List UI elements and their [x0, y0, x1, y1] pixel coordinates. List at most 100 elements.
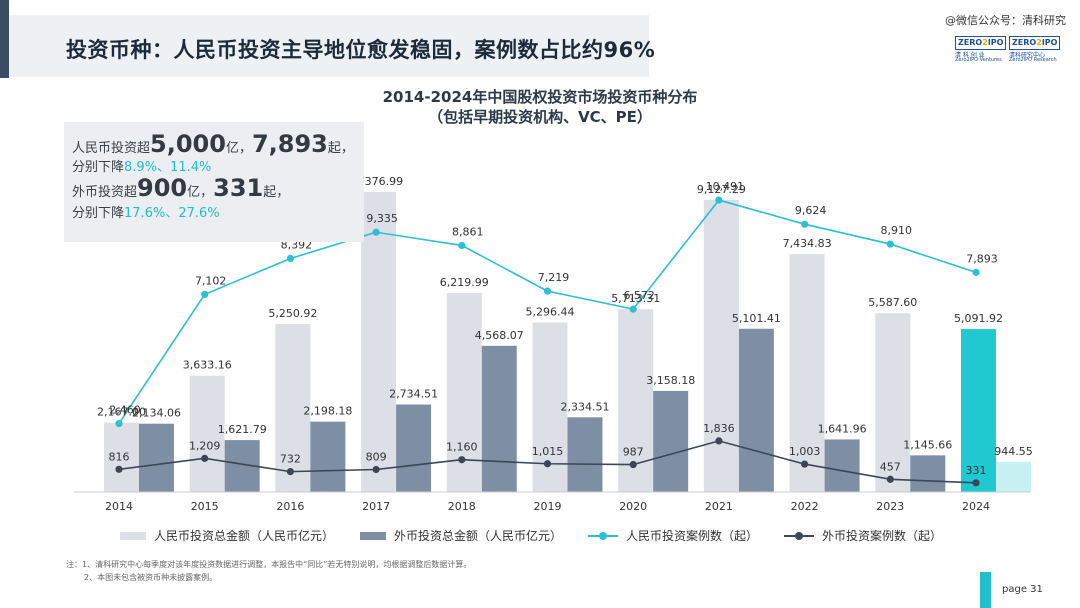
legend-fx-amount: 外币投资总金额（人民币亿元）: [360, 527, 562, 544]
label-rmb-amount-2017: 9,376.99: [354, 175, 403, 188]
rmb-count-point-2022: [801, 220, 809, 228]
title-band: [9, 15, 649, 77]
label-rmb-amount-2015: 3,633.16: [183, 359, 232, 372]
fx-count-point-2019: [543, 460, 552, 468]
label-fx-amount-2017: 2,734.51: [389, 387, 438, 400]
page-accent-bar: [980, 572, 991, 608]
bar-fx-amount-2024: [996, 461, 1031, 492]
logo-sub-left: Zero2IPO Ventures: [955, 57, 1002, 63]
label-fx-count-2019: 1,015: [532, 445, 564, 458]
label-fx-count-2014: 816: [109, 450, 130, 463]
fx-count-point-2018: [458, 456, 466, 464]
callout-rmb-change: 分别下降8.9%、11.4%: [72, 160, 212, 175]
legend-fx-count: 外币投资案例数（起）: [784, 527, 942, 544]
label-fx-count-2024: 331: [966, 464, 987, 477]
footnote-2: 2、本图未包含被资币种未披露案例。: [84, 573, 218, 582]
label-fx-count-2016: 732: [280, 453, 301, 466]
bar-fx-amount-2017: [396, 404, 432, 492]
bar-fx-amount-2021: [738, 328, 774, 492]
bar-fx-amount-2020: [653, 390, 689, 492]
label-rmb-count-2015: 7,102: [195, 274, 227, 287]
rmb-count-point-2014: [115, 419, 123, 428]
rmb-count-point-2018: [458, 241, 466, 250]
x-tick-2022: 2022: [791, 500, 819, 513]
label-rmb-count-2019: 7,219: [538, 271, 570, 284]
label-rmb-amount-2014: 2,167.00: [97, 406, 146, 419]
logo-zero-right: ZERO2IPO: [1009, 36, 1061, 50]
x-tick-2017: 2017: [362, 500, 390, 513]
page-number: page 31: [1002, 584, 1043, 595]
title-accent-bar: [0, 0, 9, 78]
fx-count-point-2022: [801, 460, 809, 468]
fx-count-point-2021: [715, 437, 723, 445]
callout-fx-line: 外币投资超900亿，331起，: [72, 174, 290, 202]
bar-rmb-amount-2017: [361, 191, 397, 492]
label-fx-amount-2020: 3,158.18: [646, 374, 695, 387]
label-fx-amount-2014: 2,134.06: [132, 407, 181, 420]
legend-rmb-amount: 人民币投资总金额（人民币亿元）: [120, 527, 334, 544]
label-rmb-amount-2020: 5,713.31: [611, 292, 660, 305]
label-rmb-count-2022: 9,624: [795, 204, 827, 217]
label-fx-amount-2021: 5,101.41: [732, 312, 781, 325]
rmb-count-point-2021: [715, 196, 723, 204]
bar-fx-amount-2023: [910, 455, 946, 492]
x-tick-2024: 2024: [962, 500, 990, 513]
x-tick-2016: 2016: [276, 500, 304, 513]
fx-count-point-2016: [286, 468, 294, 476]
bar-rmb-amount-2014: [104, 422, 139, 492]
label-rmb-amount-2016: 5,250.92: [268, 307, 317, 320]
label-fx-amount-2018: 4,568.07: [475, 329, 524, 342]
label-fx-count-2022: 1,003: [789, 445, 821, 458]
label-fx-count-2021: 1,836: [703, 422, 735, 435]
label-fx-amount-2016: 2,198.18: [303, 405, 352, 418]
fx-count-point-2015: [201, 454, 209, 462]
label-fx-count-2023: 457: [880, 460, 901, 473]
rmb-count-point-2015: [201, 290, 209, 298]
label-rmb-amount-2019: 5,296.44: [526, 306, 575, 319]
rmb-count-point-2019: [543, 287, 552, 295]
label-fx-amount-2019: 2,334.51: [561, 400, 610, 413]
x-tick-2021: 2021: [705, 500, 733, 513]
footnote-1: 注：1、清科研究中心每季度对该年度投资数据进行调整，本报告中“同比”若无特别说明…: [66, 560, 472, 569]
label-fx-amount-2022: 1,641.96: [818, 422, 867, 435]
legend-rmb-count: 人民币投资案例数（起）: [588, 527, 758, 544]
label-rmb-count-2021: 10,491: [706, 180, 745, 193]
rmb-count-point-2023: [886, 240, 894, 248]
fx-count-point-2020: [629, 460, 637, 469]
chart-legend: 人民币投资总金额（人民币亿元） 外币投资总金额（人民币亿元） 人民币投资案例数（…: [120, 527, 968, 544]
bar-fx-amount-2022: [824, 439, 860, 492]
logo-sub-right: Zero2IPO Research: [1009, 57, 1057, 63]
label-rmb-count-2017: 9,335: [366, 212, 398, 225]
bar-rmb-amount-2021: [703, 199, 739, 492]
fx-count-point-2017: [372, 465, 380, 474]
label-fx-count-2018: 1,160: [446, 441, 478, 454]
label-rmb-count-2018: 8,861: [452, 225, 484, 238]
x-tick-2020: 2020: [619, 500, 647, 513]
fx-count-point-2023: [886, 475, 894, 483]
bar-fx-amount-2018: [481, 345, 517, 492]
bar-rmb-amount-2020: [618, 309, 654, 492]
rmb-count-point-2017: [372, 228, 380, 236]
label-fx-amount-2023: 1,145.66: [903, 438, 952, 451]
label-rmb-amount-2022: 7,434.83: [783, 237, 832, 250]
label-rmb-count-2020: 6,572: [623, 289, 655, 302]
x-tick-2018: 2018: [448, 500, 476, 513]
label-fx-amount-2015: 1,621.79: [218, 423, 267, 436]
callout-fx-change: 分别下降17.6%、27.6%: [72, 206, 220, 221]
watermark-text: @微信公众号：清科研究: [945, 14, 1066, 27]
x-tick-2019: 2019: [534, 500, 562, 513]
logo-zero: ZERO2IPO: [955, 36, 1007, 50]
fx-count-point-2014: [115, 465, 123, 473]
bar-rmb-amount-2023: [875, 313, 911, 492]
x-tick-2015: 2015: [191, 500, 219, 513]
label-fx-count-2017: 809: [366, 450, 387, 463]
fx-count-point-2024: [972, 479, 980, 487]
bar-rmb-amount-2024: [961, 329, 996, 492]
bar-rmb-amount-2022: [789, 254, 825, 492]
bar-fx-amount-2014: [139, 423, 174, 492]
label-fx-count-2015: 1,209: [189, 439, 221, 452]
page-title: 投资币种：人民币投资主导地位愈发稳固，案例数占比约96%: [66, 38, 656, 62]
logo-name-left: 清 科 创 业: [955, 52, 985, 59]
rmb-count-point-2024: [972, 268, 980, 276]
chart-subtitle: （包括早期投资机构、VC、PE）: [428, 108, 652, 126]
